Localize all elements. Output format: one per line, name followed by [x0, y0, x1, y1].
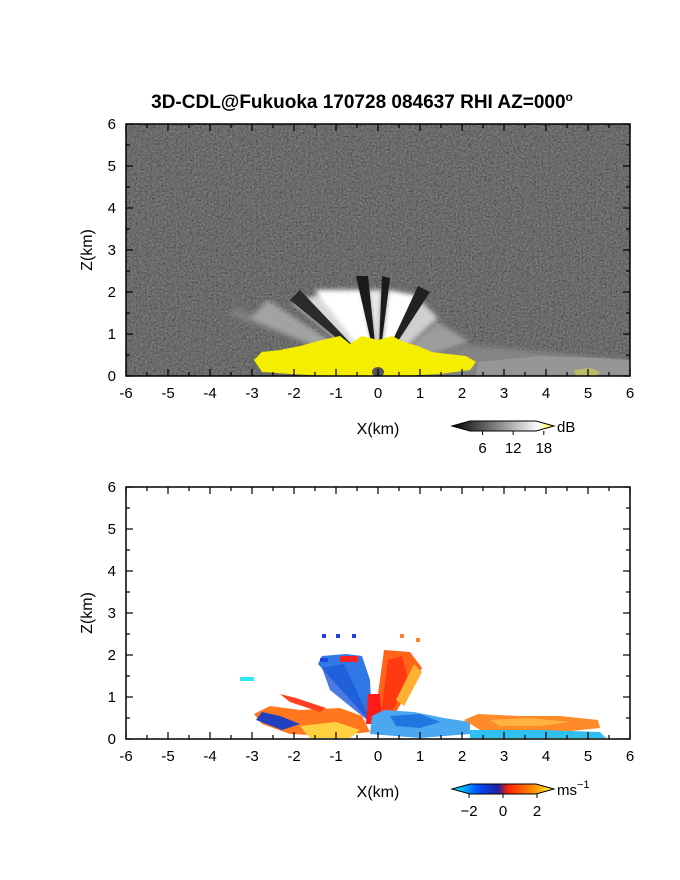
snr-colorbar-tick-label: 18 [535, 440, 552, 457]
velocity-x-tick-label: 0 [374, 748, 382, 765]
velocity-x-tick-label: 1 [416, 748, 424, 765]
velocity-y-tick-label: 5 [108, 521, 116, 538]
snr-colorbar-tick-label: 6 [478, 440, 486, 457]
snr-y-tick-label: 3 [108, 242, 116, 259]
velocity-colorbar-tick-label: −2 [460, 803, 477, 820]
snr-x-tick-label: -3 [245, 385, 258, 402]
velocity-y-axis-label: Z(km) [79, 592, 96, 634]
snr-y-tick-label: 6 [108, 116, 116, 133]
velocity-x-axis-label: X(km) [357, 784, 400, 801]
velocity-y-tick-label: 1 [108, 689, 116, 706]
snr-axes: -6 -5 -4 -3 -2 -1 0 1 2 3 4 5 6 0 1 2 3 4 5 6 [108, 116, 635, 402]
snr-colorbar-bar [450, 420, 556, 432]
snr-colorbar: 6 12 18 dB [450, 419, 575, 457]
snr-x-tick-label: 2 [458, 385, 466, 402]
velocity-colorbar-ticks: −2 0 2 [460, 794, 541, 820]
chart-title: 3D-CDL@Fukuoka 170728 084637 RHI AZ=000o [151, 90, 573, 113]
snr-colorbar-unit: dB [557, 419, 575, 436]
velocity-x-tick-label: -1 [329, 748, 342, 765]
velocity-colorbar-tick-label: 2 [533, 803, 541, 820]
snr-x-tick-label: 6 [626, 385, 634, 402]
snr-y-tick-label: 1 [108, 326, 116, 343]
velocity-x-tick-label: -5 [161, 748, 174, 765]
velocity-x-tick-label: -6 [119, 748, 132, 765]
snr-y-tick-label: 4 [108, 200, 116, 217]
velocity-panel: -6 -5 -4 -3 -2 -1 0 1 2 3 4 5 6 0 1 2 3 4 5 6 X(km) Z(km) [79, 479, 634, 801]
snr-x-tick-label: -2 [287, 385, 300, 402]
velocity-x-tick-label: 2 [458, 748, 466, 765]
snr-y-axis-label: Z(km) [79, 229, 96, 271]
velocity-x-tick-label: 3 [500, 748, 508, 765]
snr-colorbar-tick-label: 12 [505, 440, 522, 457]
snr-x-tick-label: 5 [584, 385, 592, 402]
snr-x-tick-label: 1 [416, 385, 424, 402]
snr-x-tick-label: -6 [119, 385, 132, 402]
snr-y-tick-label: 2 [108, 284, 116, 301]
snr-colorbar-ticks: 6 12 18 [478, 431, 552, 457]
velocity-x-tick-label: -3 [245, 748, 258, 765]
velocity-x-tick-label: 5 [584, 748, 592, 765]
snr-x-tick-label: -1 [329, 385, 342, 402]
velocity-field [126, 487, 630, 739]
velocity-colorbar-bar [450, 783, 556, 795]
velocity-y-tick-label: 6 [108, 479, 116, 496]
velocity-x-tick-label: -4 [203, 748, 216, 765]
velocity-x-tick-label: 4 [542, 748, 550, 765]
velocity-y-tick-label: 4 [108, 563, 116, 580]
velocity-colorbar: −2 0 2 ms−1 [450, 779, 590, 820]
velocity-x-tick-label: 6 [626, 748, 634, 765]
velocity-x-tick-label: -2 [287, 748, 300, 765]
velocity-y-tick-label: 3 [108, 605, 116, 622]
snr-y-tick-label: 0 [108, 368, 116, 385]
snr-x-tick-label: 4 [542, 385, 550, 402]
snr-saturated-layer [254, 336, 476, 376]
velocity-colorbar-unit: ms−1 [557, 779, 590, 799]
velocity-y-tick-label: 2 [108, 647, 116, 664]
velocity-y-tick-label: 0 [108, 731, 116, 748]
snr-x-tick-label: -4 [203, 385, 216, 402]
snr-x-axis-label: X(km) [357, 421, 400, 438]
snr-x-tick-label: 3 [500, 385, 508, 402]
velocity-colorbar-tick-label: 0 [499, 803, 507, 820]
velocity-axes: -6 -5 -4 -3 -2 -1 0 1 2 3 4 5 6 0 1 2 3 4 5 6 [108, 479, 635, 765]
snr-x-tick-label: 0 [374, 385, 382, 402]
snr-field [126, 124, 630, 376]
snr-y-tick-label: 5 [108, 158, 116, 175]
snr-x-tick-label: -5 [161, 385, 174, 402]
snr-panel: -6 -5 -4 -3 -2 -1 0 1 2 3 4 5 6 0 1 2 3 4 5 6 X(km) Z(km) [79, 116, 634, 438]
